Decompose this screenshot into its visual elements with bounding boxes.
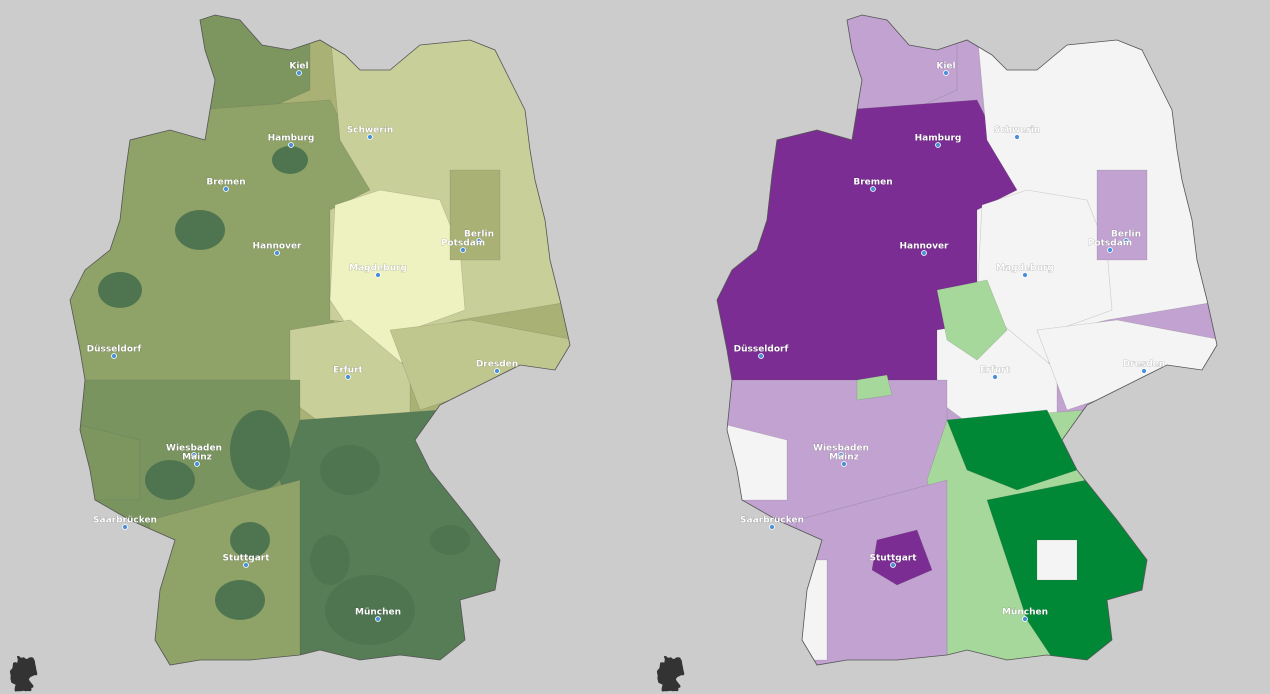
germany-icon[interactable]: [656, 655, 685, 692]
city-label: Stuttgart: [222, 554, 270, 564]
region: [836, 15, 958, 111]
city-label: Mainz: [182, 453, 212, 463]
region: [320, 445, 380, 495]
city-marker: [460, 247, 466, 253]
region: [272, 146, 308, 174]
city-marker: [494, 368, 500, 374]
city-marker: [476, 238, 482, 244]
region: [871, 529, 933, 586]
city-label: Bremen: [853, 178, 892, 188]
region: [329, 189, 466, 371]
city-marker: [1123, 238, 1129, 244]
region: [430, 525, 470, 555]
city-label: Hamburg: [915, 134, 962, 144]
city-label: Bremen: [206, 178, 245, 188]
region: [856, 374, 893, 401]
region: [230, 410, 290, 490]
city-label: Erfurt: [980, 366, 1010, 376]
city-marker: [367, 134, 373, 140]
city-label: Magdeburg: [349, 264, 407, 274]
city-label: Wiesbaden: [166, 444, 222, 454]
city-label: Schwerin: [994, 126, 1041, 136]
city-marker: [194, 461, 200, 467]
city-marker: [191, 452, 197, 458]
city-marker: [769, 524, 775, 530]
city-label: Kiel: [936, 62, 955, 72]
region: [936, 279, 1008, 361]
city-label: Magdeburg: [996, 264, 1054, 274]
city-label: Saarbrücken: [93, 516, 157, 526]
region: [145, 460, 195, 500]
region: [215, 580, 265, 620]
city-marker: [122, 524, 128, 530]
city-label: Berlin: [1111, 230, 1141, 240]
city-marker: [296, 70, 302, 76]
region: [189, 15, 311, 111]
city-label: Saarbrücken: [740, 516, 804, 526]
city-marker: [345, 374, 351, 380]
city-marker: [838, 452, 844, 458]
city-label: Wiesbaden: [813, 444, 869, 454]
city-marker: [375, 272, 381, 278]
region: [449, 169, 501, 261]
region: [1036, 539, 1078, 581]
city-marker: [1014, 134, 1020, 140]
region: [796, 559, 828, 661]
city-marker: [992, 374, 998, 380]
city-marker: [243, 562, 249, 568]
city-marker: [1022, 616, 1028, 622]
city-label: Düsseldorf: [734, 345, 789, 355]
region: [946, 409, 1078, 491]
map-regions: [70, 15, 570, 665]
city-marker: [921, 250, 927, 256]
city-label: Berlin: [464, 230, 494, 240]
city-marker: [1107, 247, 1113, 253]
city-label: Kiel: [289, 62, 308, 72]
city-label: Hannover: [899, 242, 949, 252]
city-marker: [1141, 368, 1147, 374]
region: [98, 272, 142, 308]
city-label: Dresden: [476, 360, 518, 370]
city-marker: [870, 186, 876, 192]
city-marker: [288, 142, 294, 148]
region: [310, 535, 350, 585]
city-marker: [758, 353, 764, 359]
city-label: Hamburg: [268, 134, 315, 144]
city-label: München: [1002, 608, 1048, 618]
city-label: München: [355, 608, 401, 618]
city-label: Mainz: [829, 453, 859, 463]
city-marker: [223, 186, 229, 192]
city-marker: [935, 142, 941, 148]
germany-icon[interactable]: [9, 655, 38, 692]
city-label: Hannover: [252, 242, 302, 252]
city-label: Stuttgart: [869, 554, 917, 564]
city-marker: [111, 353, 117, 359]
city-marker: [274, 250, 280, 256]
city-label: Erfurt: [333, 366, 363, 376]
city-label: Potsdam: [1088, 239, 1132, 249]
region: [1096, 169, 1148, 261]
city-marker: [943, 70, 949, 76]
city-marker: [890, 562, 896, 568]
region: [325, 575, 415, 645]
city-marker: [841, 461, 847, 467]
city-label: Schwerin: [347, 126, 394, 136]
city-marker: [375, 616, 381, 622]
region: [175, 210, 225, 250]
region: [230, 522, 270, 558]
city-marker: [1022, 272, 1028, 278]
city-label: Düsseldorf: [87, 345, 142, 355]
city-label: Dresden: [1123, 360, 1165, 370]
city-label: Potsdam: [441, 239, 485, 249]
